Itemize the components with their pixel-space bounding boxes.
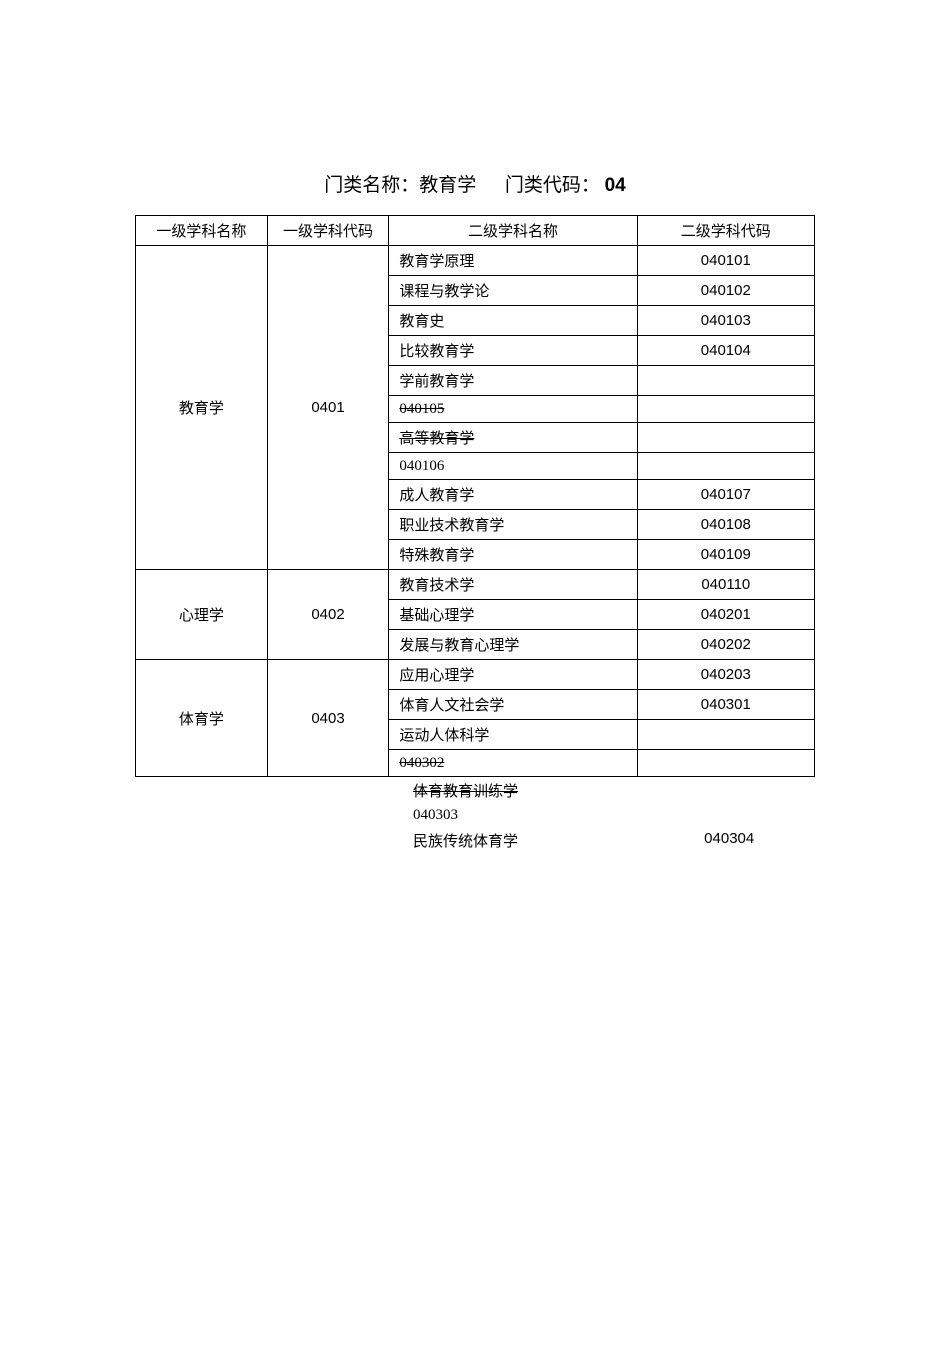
table-header-row: 一级学科名称 一级学科代码 二级学科名称 二级学科代码: [136, 216, 815, 246]
overflow-rows: 体育教育训练学 040303 民族传统体育学040304: [403, 777, 815, 854]
l2-name-cell: 运动人体科学: [389, 720, 637, 750]
l2-name-cell: 比较教育学: [389, 336, 637, 366]
l2-code-cell: [637, 453, 814, 480]
l2-code-cell: 040203: [637, 660, 814, 690]
l2-code-cell: [637, 750, 814, 777]
table-body: 教育学0401教育学原理040101课程与教学论040102教育史040103比…: [136, 246, 815, 777]
header-l2-name: 二级学科名称: [389, 216, 637, 246]
overflow-l2-code: [643, 780, 815, 801]
l2-name-cell: 体育人文社会学: [389, 690, 637, 720]
l2-code-cell: 040104: [637, 336, 814, 366]
l2-code-cell: 040103: [637, 306, 814, 336]
l2-code-cell: 040110: [637, 570, 814, 600]
l1-name-cell: 心理学: [136, 570, 268, 660]
l1-name-cell: 体育学: [136, 660, 268, 777]
overflow-l2-name: 040303: [403, 807, 643, 824]
l1-name-cell: 教育学: [136, 246, 268, 570]
header-l1-name: 一级学科名称: [136, 216, 268, 246]
l2-name-cell: 职业技术教育学: [389, 510, 637, 540]
l2-name-cell: 040106: [389, 453, 637, 480]
l2-code-cell: [637, 396, 814, 423]
l2-name-cell: 教育学原理: [389, 246, 637, 276]
l2-name-cell: 教育技术学: [389, 570, 637, 600]
l2-code-cell: 040101: [637, 246, 814, 276]
l2-name-cell: 高等教育学: [389, 423, 637, 453]
category-name-value: 教育学: [419, 175, 476, 196]
category-code-value: 04: [605, 175, 626, 196]
l2-name-cell: 课程与教学论: [389, 276, 637, 306]
overflow-row: 040303: [403, 804, 815, 827]
overflow-l2-code: [643, 807, 815, 824]
document-page: 门类名称：教育学 门类代码： 04 一级学科名称 一级学科代码 二级学科名称 二…: [0, 0, 950, 854]
l2-code-cell: [637, 366, 814, 396]
l2-name-cell: 成人教育学: [389, 480, 637, 510]
table-row: 心理学0402教育技术学040110: [136, 570, 815, 600]
overflow-l2-code: 040304: [643, 830, 815, 851]
category-title: 门类名称：教育学 门类代码： 04: [135, 170, 815, 197]
l2-name-cell: 040105: [389, 396, 637, 423]
category-code-label: 门类代码：: [505, 175, 600, 196]
overflow-l2-name: 民族传统体育学: [403, 830, 643, 851]
l2-name-cell: 发展与教育心理学: [389, 630, 637, 660]
l2-code-cell: 040202: [637, 630, 814, 660]
l2-code-cell: 040102: [637, 276, 814, 306]
l2-name-cell: 040302: [389, 750, 637, 777]
l2-code-cell: 040107: [637, 480, 814, 510]
l2-name-cell: 学前教育学: [389, 366, 637, 396]
l2-code-cell: [637, 720, 814, 750]
l2-name-cell: 教育史: [389, 306, 637, 336]
header-l1-code: 一级学科代码: [267, 216, 389, 246]
l2-name-cell: 特殊教育学: [389, 540, 637, 570]
l2-name-cell: 基础心理学: [389, 600, 637, 630]
table-row: 教育学0401教育学原理040101: [136, 246, 815, 276]
overflow-row: 民族传统体育学040304: [403, 827, 815, 854]
l2-name-cell: 应用心理学: [389, 660, 637, 690]
l2-code-cell: 040109: [637, 540, 814, 570]
table-row: 体育学0403应用心理学040203: [136, 660, 815, 690]
overflow-l2-name: 体育教育训练学: [403, 780, 643, 801]
overflow-row: 体育教育训练学: [403, 777, 815, 804]
l2-code-cell: 040201: [637, 600, 814, 630]
l1-code-cell: 0403: [267, 660, 389, 777]
category-name-label: 门类名称：: [324, 175, 419, 196]
l1-code-cell: 0401: [267, 246, 389, 570]
l2-code-cell: 040108: [637, 510, 814, 540]
l2-code-cell: 040301: [637, 690, 814, 720]
discipline-table: 一级学科名称 一级学科代码 二级学科名称 二级学科代码 教育学0401教育学原理…: [135, 215, 815, 777]
l1-code-cell: 0402: [267, 570, 389, 660]
header-l2-code: 二级学科代码: [637, 216, 814, 246]
l2-code-cell: [637, 423, 814, 453]
